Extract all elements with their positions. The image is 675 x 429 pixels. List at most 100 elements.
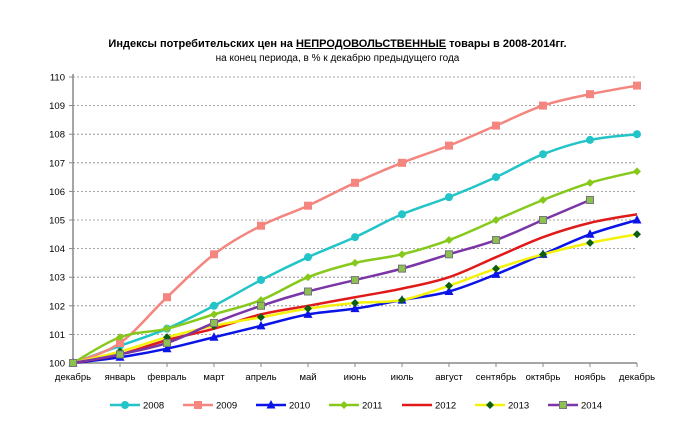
x-tick-label: октябрь [526, 372, 561, 383]
data-point-2008 [539, 150, 547, 159]
legend-marker-2009 [194, 401, 202, 409]
series-line-2010 [72, 218, 638, 365]
data-point-2014 [69, 359, 77, 367]
legend-label: 2011 [362, 401, 382, 412]
data-point-2008 [586, 135, 594, 144]
data-point-2014 [398, 264, 406, 273]
data-point-2011 [445, 236, 453, 245]
legend-marker-2010 [266, 400, 276, 409]
data-point-2009 [633, 81, 641, 90]
data-point-2009 [492, 121, 500, 130]
data-point-2009 [257, 221, 265, 230]
legend-label: 2010 [289, 401, 310, 412]
data-point-2011 [163, 324, 171, 333]
x-tick-label: ноябрь [574, 372, 605, 383]
title-part: товары в 2008-2014гг. [446, 38, 567, 50]
legend-marker-2011 [340, 401, 348, 409]
data-point-2008 [398, 210, 406, 219]
y-tick-label: 109 [49, 101, 65, 112]
x-tick-label: декабрь [55, 372, 91, 383]
title-emphasis: НЕПРОДОВОЛЬСТВЕННЫЕ [295, 38, 447, 50]
x-tick-label: февраль [147, 372, 186, 383]
data-point-2011 [633, 167, 641, 176]
data-point-2014 [492, 236, 500, 245]
x-tick-label: сентябрь [476, 372, 516, 383]
data-point-2011 [210, 310, 218, 319]
data-point-2013 [351, 298, 359, 307]
data-point-2014 [586, 195, 594, 204]
data-point-2011 [539, 195, 547, 204]
data-point-2010 [491, 269, 501, 278]
data-point-2010 [162, 343, 172, 353]
chart-title: Индексы потребительских цен на НЕПРОДОВО… [0, 38, 675, 50]
data-point-2014 [539, 216, 547, 224]
legend-marker-2014 [559, 401, 567, 409]
data-point-2008 [633, 130, 641, 139]
data-point-2010 [444, 286, 454, 295]
data-point-2009 [163, 293, 171, 302]
legend-label: 2008 [143, 401, 164, 412]
data-point-2009 [210, 250, 218, 259]
legend-marker-2008 [121, 401, 129, 409]
legend-label: 2009 [216, 401, 237, 412]
y-tick-label: 110 [50, 73, 65, 84]
x-tick-label: июль [391, 372, 414, 383]
data-point-2011 [351, 258, 359, 267]
data-point-2008 [210, 301, 218, 310]
data-point-2009 [351, 178, 359, 187]
data-point-2010 [350, 303, 360, 313]
data-point-2011 [492, 216, 500, 224]
data-point-2014 [351, 276, 359, 285]
chart-subtitle: на конец периода, в % к декабрю предыдущ… [215, 53, 460, 64]
x-tick-label: январь [105, 372, 136, 383]
data-point-2013 [633, 230, 641, 239]
x-tick-label: июнь [344, 372, 367, 383]
data-point-2013 [586, 238, 594, 247]
data-point-2008 [351, 233, 359, 242]
x-tick-label: март [203, 372, 225, 383]
y-tick-label: 106 [49, 187, 65, 198]
data-point-2013 [398, 296, 406, 305]
y-tick-label: 103 [49, 273, 65, 284]
data-point-2010 [209, 332, 219, 341]
data-point-2014 [210, 318, 218, 327]
data-point-2008 [257, 276, 265, 285]
data-point-2014 [445, 250, 453, 259]
data-point-2009 [586, 90, 594, 99]
legend-label: 2012 [435, 401, 456, 412]
x-tick-label: май [299, 372, 316, 383]
data-point-2013 [539, 250, 547, 259]
data-point-2008 [304, 253, 312, 262]
x-tick-label: декабрь [619, 372, 655, 383]
data-point-2014 [304, 287, 312, 296]
x-tick-label: август [435, 372, 463, 383]
data-point-2008 [445, 193, 453, 202]
data-point-2013 [445, 281, 453, 290]
data-point-2014 [116, 350, 124, 359]
data-point-2011 [304, 273, 312, 282]
data-point-2011 [116, 333, 124, 342]
data-point-2009 [116, 338, 124, 347]
y-tick-label: 104 [49, 244, 65, 255]
legend-label: 2013 [508, 401, 529, 412]
data-point-2013 [492, 264, 500, 273]
legend-marker-2013 [486, 401, 494, 409]
data-point-2009 [445, 141, 453, 150]
data-point-2011 [398, 250, 406, 259]
y-tick-label: 100 [49, 359, 65, 370]
data-point-2009 [304, 201, 312, 210]
data-point-2013 [304, 304, 312, 313]
y-tick-label: 105 [49, 216, 65, 227]
y-tick-label: 102 [49, 301, 65, 312]
data-point-2008 [492, 173, 500, 182]
data-point-2010 [303, 309, 313, 318]
title-part: Индексы потребительских цен на [108, 38, 296, 50]
series-line-2009 [72, 84, 638, 365]
data-point-2010 [256, 320, 266, 330]
y-tick-label: 101 [49, 330, 65, 341]
data-point-2009 [539, 101, 547, 110]
data-point-2010 [585, 229, 595, 238]
data-point-2013 [257, 313, 265, 322]
